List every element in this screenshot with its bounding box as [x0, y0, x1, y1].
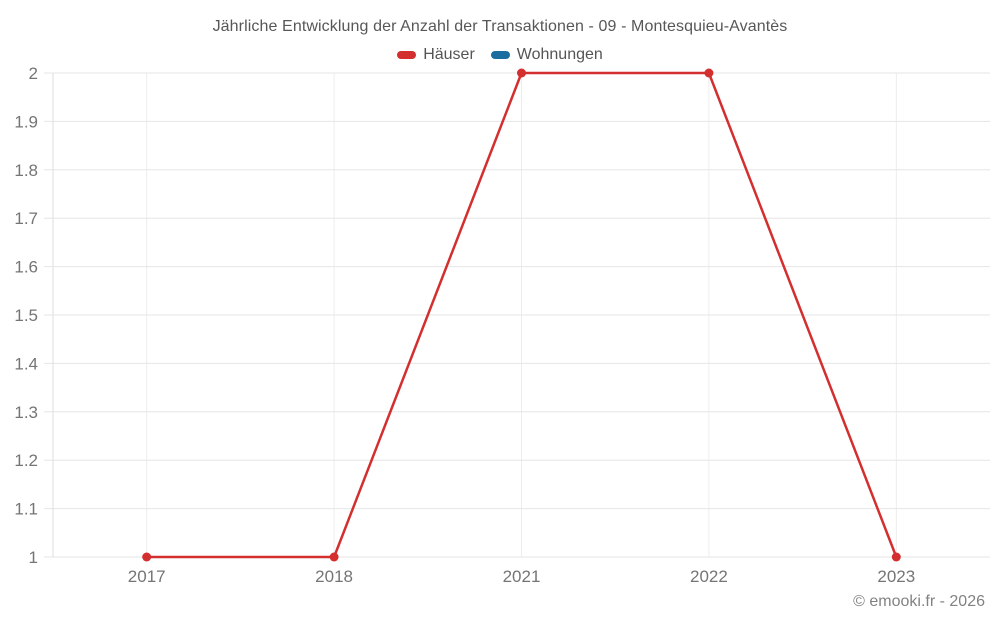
- y-axis-tick-label: 2: [29, 64, 38, 83]
- x-axis-tick-label: 2018: [315, 567, 353, 586]
- x-axis-tick-label: 2023: [877, 567, 915, 586]
- y-axis-tick-label: 1.6: [14, 258, 38, 277]
- data-point-2022[interactable]: [704, 68, 714, 78]
- legend: Häuser Wohnungen: [0, 46, 1000, 64]
- data-point-2017[interactable]: [142, 552, 152, 562]
- y-axis-tick-label: 1.7: [14, 209, 38, 228]
- legend-item-label: Wohnungen: [516, 46, 603, 63]
- data-point-2018[interactable]: [329, 552, 339, 562]
- legend-item-0[interactable]: Häuser: [397, 46, 475, 64]
- data-point-2023[interactable]: [891, 552, 901, 562]
- legend-swatch-icon: [397, 51, 417, 59]
- y-axis-tick-label: 1: [29, 548, 38, 567]
- x-axis-tick-label: 2022: [690, 567, 728, 586]
- copyright-label: © emooki.fr - 2026: [853, 593, 985, 610]
- data-point-2021[interactable]: [517, 68, 526, 78]
- legend-item-label: Häuser: [423, 46, 475, 63]
- chart-title: Jährliche Entwicklung der Anzahl der Tra…: [212, 18, 788, 35]
- y-axis-tick-label: 1.3: [14, 403, 38, 422]
- y-axis-tick-label: 1.4: [14, 354, 38, 373]
- legend-item-1[interactable]: Wohnungen: [490, 46, 603, 64]
- y-axis-tick-label: 1.1: [14, 500, 38, 519]
- y-axis-tick-label: 1.8: [14, 161, 38, 180]
- y-axis-tick-label: 1.2: [14, 451, 38, 470]
- x-axis-tick-label: 2017: [128, 567, 166, 586]
- y-axis-tick-label: 1.5: [14, 306, 38, 325]
- x-axis-tick-label: 2021: [503, 567, 541, 586]
- y-axis-tick-label: 1.9: [14, 112, 38, 131]
- legend-swatch-icon: [490, 51, 510, 59]
